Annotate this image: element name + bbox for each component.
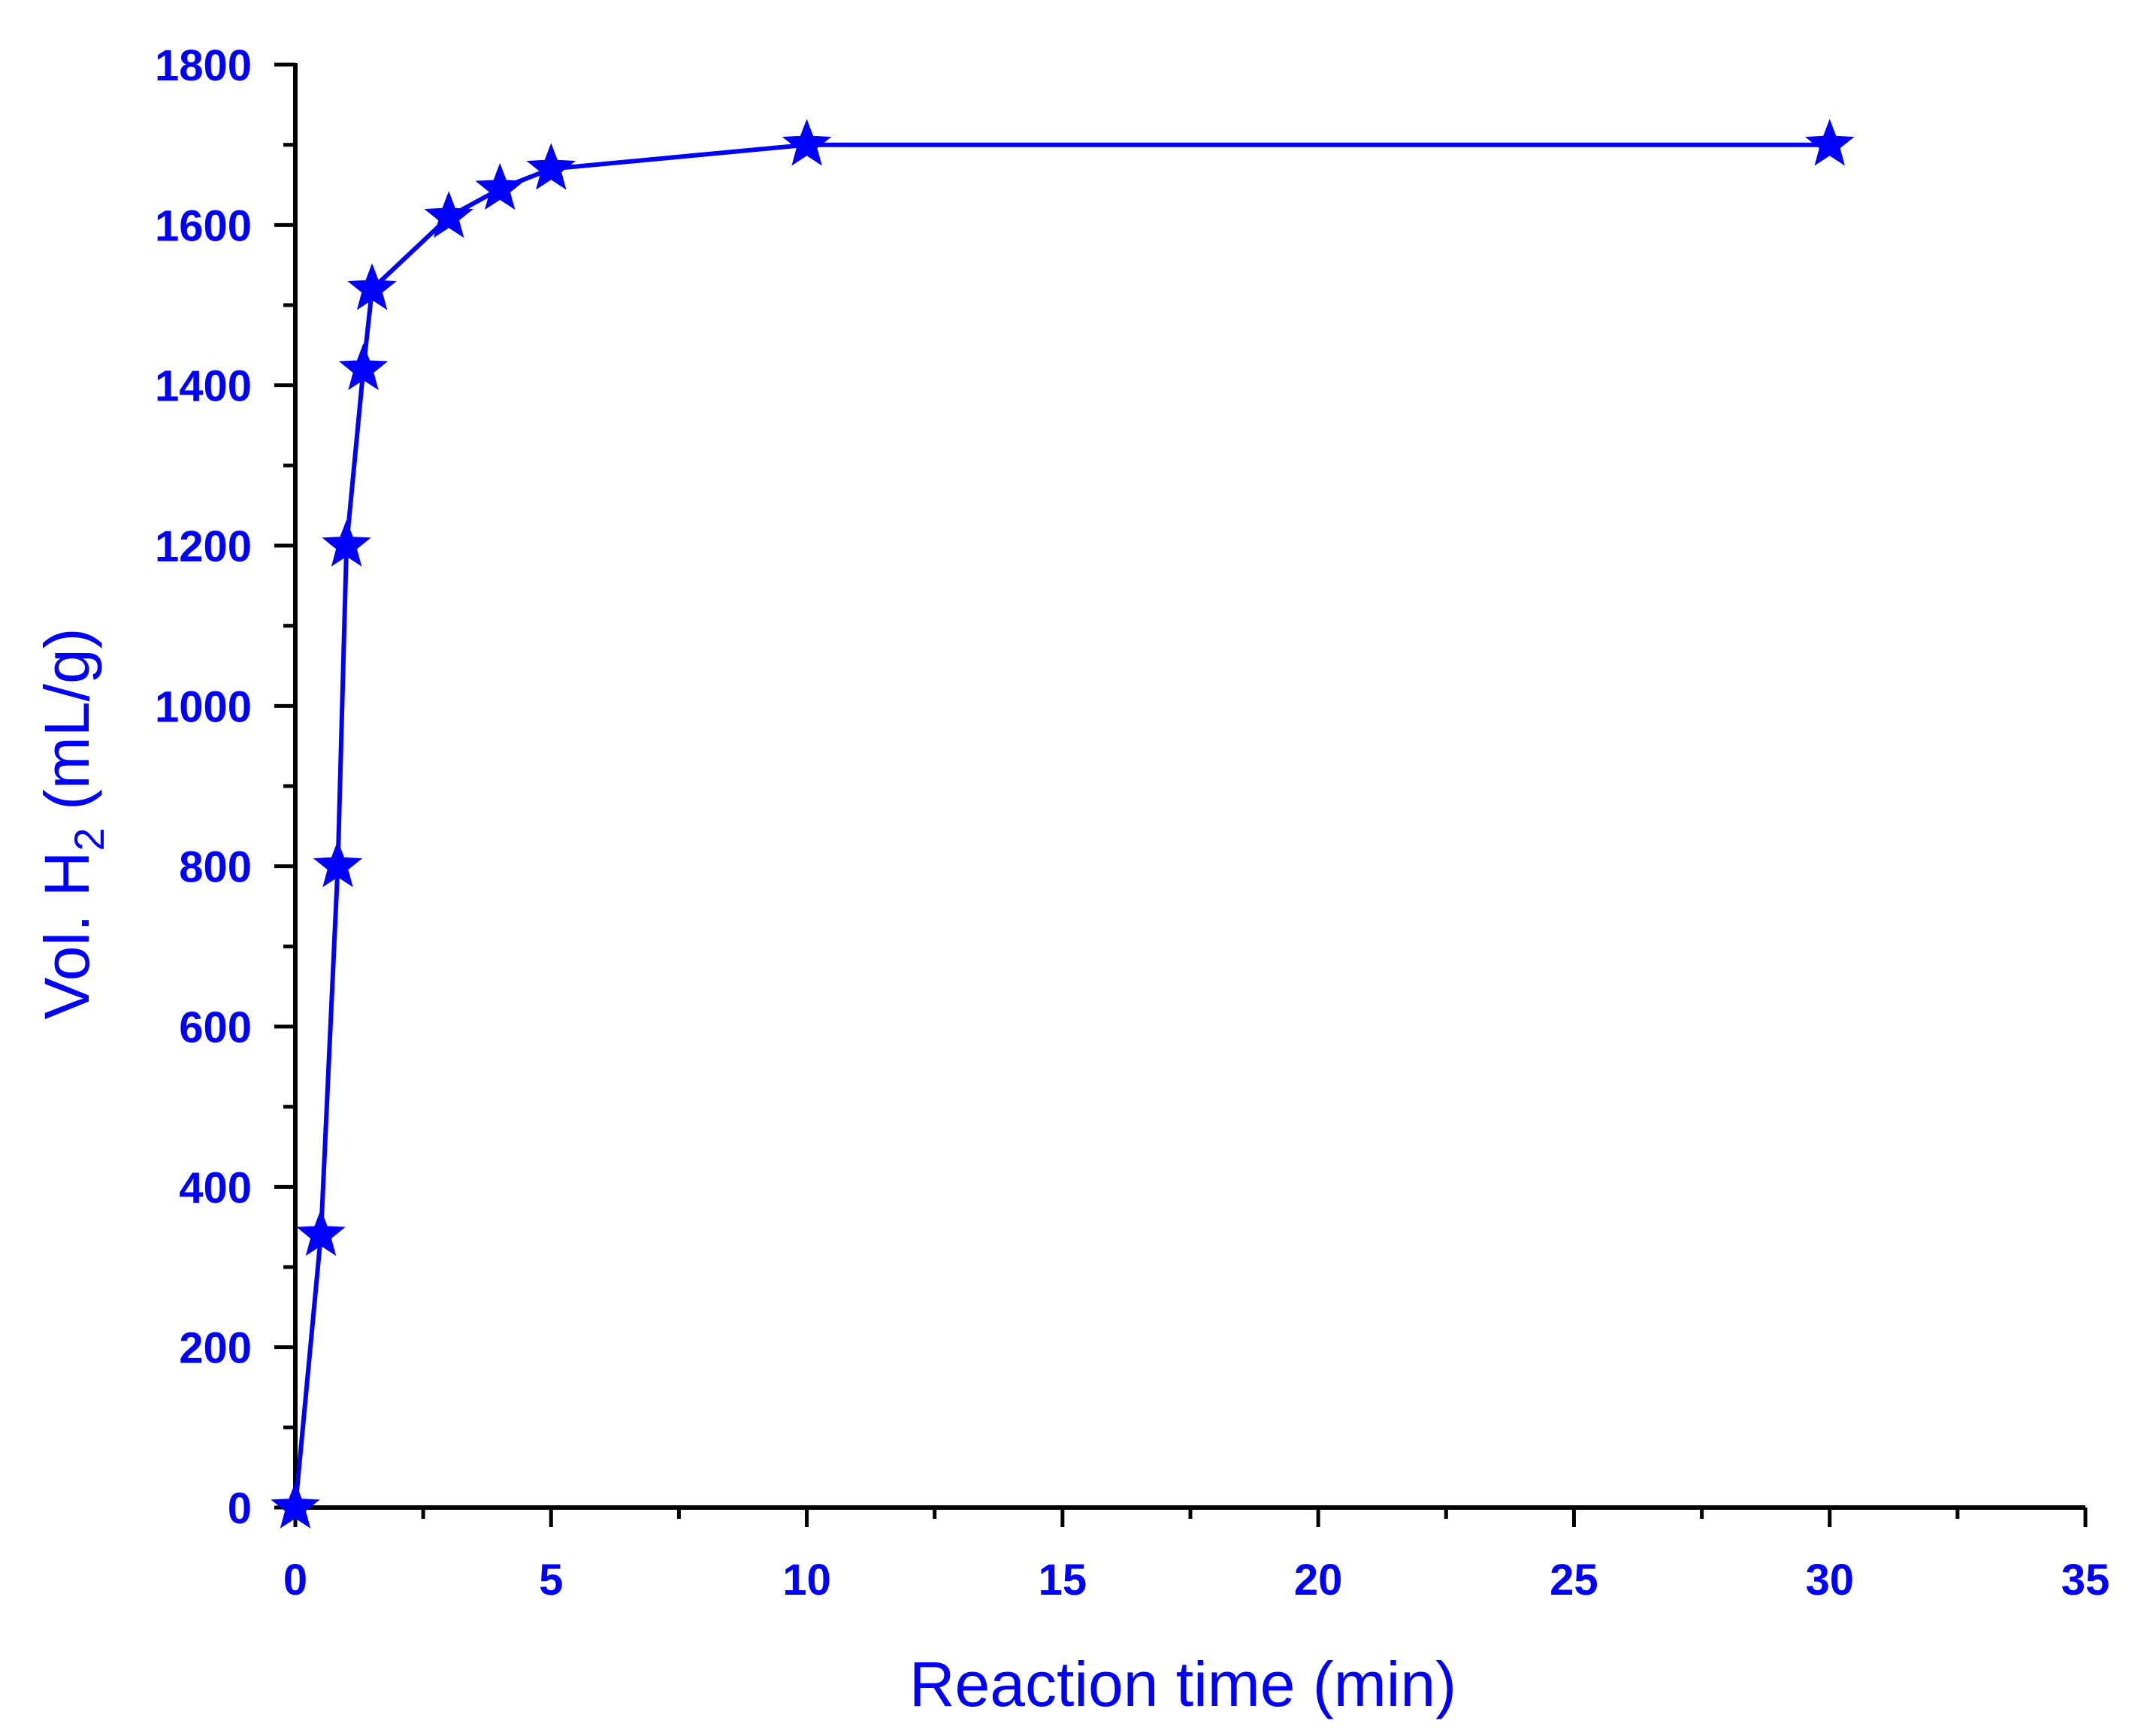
x-axis-title: Reaction time (min) xyxy=(909,1649,1456,1719)
data-point-marker xyxy=(338,343,389,391)
y-tick-label: 400 xyxy=(179,1163,252,1212)
axes xyxy=(274,62,2088,1527)
data-point-marker xyxy=(347,263,397,310)
data-point-marker xyxy=(1804,119,1855,166)
data-point-marker xyxy=(424,191,473,238)
x-tick-label: 5 xyxy=(539,1556,563,1604)
y-tick-label: 1600 xyxy=(155,201,252,250)
x-tick-label: 35 xyxy=(2061,1556,2110,1604)
data-point-marker xyxy=(322,519,371,567)
y-tick-label: 600 xyxy=(179,1003,252,1052)
y-tick-label: 1200 xyxy=(155,522,252,571)
series-layer xyxy=(271,119,1855,1529)
y-tick-label: 1400 xyxy=(155,362,252,411)
x-tick-label: 30 xyxy=(1805,1556,1854,1604)
y-axis-title-prefix: Vol. H xyxy=(32,851,102,1020)
x-tick-label: 15 xyxy=(1039,1556,1087,1604)
y-axis-title-subscript: 2 xyxy=(65,827,113,851)
data-point-marker xyxy=(475,162,525,210)
x-tick-label: 25 xyxy=(1550,1556,1598,1604)
x-tick-label: 0 xyxy=(283,1556,307,1604)
data-point-marker xyxy=(782,119,832,166)
series-line xyxy=(293,142,1830,1508)
y-tick-label: 800 xyxy=(179,843,252,892)
y-axis-title: Vol. H2 (mL/g) xyxy=(32,628,113,1019)
y-tick-label: 1800 xyxy=(155,41,252,90)
y-axis-title-suffix: (mL/g) xyxy=(32,628,102,827)
data-point-marker xyxy=(296,1208,346,1257)
y-tick-label: 200 xyxy=(179,1324,252,1373)
data-point-marker xyxy=(526,143,576,190)
data-point-marker xyxy=(313,840,363,888)
tick-labels: 0 5 10 15 20 25 30 35 0 200 400 600 800 1000 1200 1400 1… xyxy=(155,41,2109,1604)
y-tick-label: 1000 xyxy=(155,682,252,731)
x-tick-label: 10 xyxy=(782,1556,831,1604)
x-tick-label: 20 xyxy=(1294,1556,1343,1604)
data-point-marker xyxy=(271,1481,320,1529)
y-tick-label: 0 xyxy=(228,1484,252,1533)
